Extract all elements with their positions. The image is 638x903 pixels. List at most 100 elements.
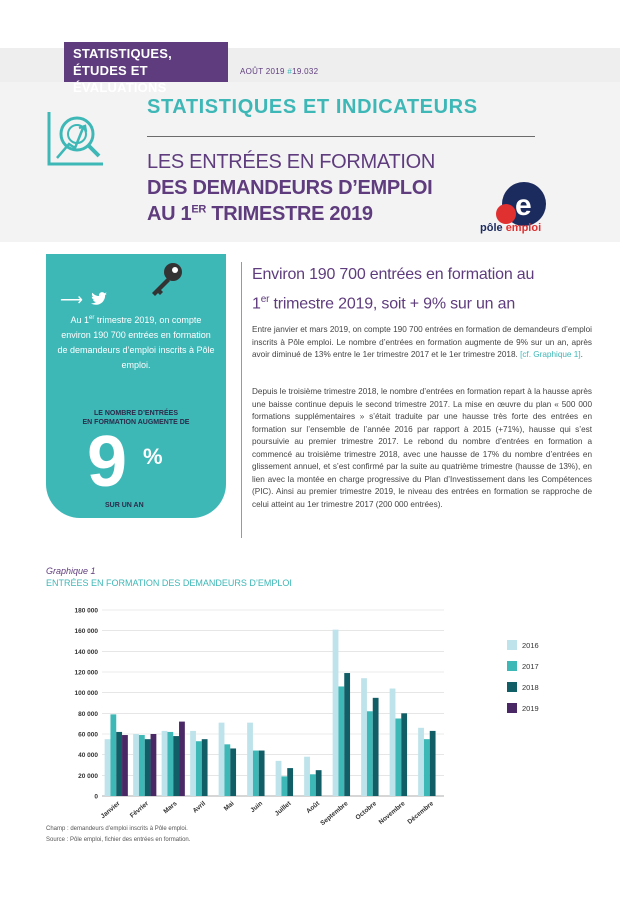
- issue-date: AOÛT 2019 #19.032: [240, 67, 318, 76]
- paragraph-1-end: .: [580, 350, 583, 359]
- bar-2018: [372, 697, 379, 796]
- bar-2017: [309, 774, 316, 796]
- x-tick-label: Septembre: [319, 800, 350, 827]
- legend-label-2016: 2016: [522, 641, 539, 650]
- subtitle-au: AU 1: [147, 203, 192, 225]
- key-figure-card: [46, 254, 226, 518]
- bar-2017: [366, 711, 373, 796]
- graph-title: ENTRÉES EN FORMATION DES DEMANDEURS D’EM…: [46, 578, 292, 588]
- bar-2017: [252, 750, 259, 796]
- subtitle-line-3: AU 1ER TRIMESTRE 2019: [147, 203, 373, 226]
- magnifier-chart-icon: [47, 112, 103, 166]
- bar-2017: [167, 731, 174, 796]
- bar-2016: [361, 678, 367, 796]
- y-tick-label: 60 000: [78, 732, 98, 739]
- card-text-au: Au 1: [70, 315, 90, 325]
- bar-2018: [116, 731, 123, 796]
- subtitle-trimestre: TRIMESTRE 2019: [206, 203, 373, 225]
- legend-label-2017: 2017: [522, 662, 539, 671]
- subtitle-line-1: LES ENTRÉES EN FORMATION: [147, 151, 436, 173]
- y-tick-label: 120 000: [75, 670, 99, 677]
- bar-2016: [133, 734, 139, 796]
- bar-2018: [144, 739, 151, 796]
- arrow-right-icon: ⟶: [60, 292, 83, 309]
- legend-label-2018: 2018: [522, 683, 539, 692]
- x-tick-label: Décembre: [406, 800, 435, 826]
- y-tick-label: 80 000: [78, 711, 98, 718]
- wordmark-emploi: emploi: [505, 222, 542, 234]
- y-tick-label: 40 000: [78, 752, 98, 759]
- key-figure-sublabel: SUR UN AN: [105, 502, 144, 509]
- lead-line-2: 1er trimestre 2019, soit + 9% sur un an: [252, 294, 515, 313]
- wordmark-pole: pôle: [480, 222, 503, 234]
- section-title: STATISTIQUES ET INDICATEURS: [147, 96, 478, 118]
- y-tick-label: 100 000: [75, 690, 99, 697]
- card-label-line-2: EN FORMATION AUGMENTE DE: [82, 419, 190, 426]
- bar-chart: 0 20 000 40 000 60 000 80 000 100 000 120 000 1…: [75, 608, 539, 828]
- bar-2016: [304, 756, 310, 796]
- bar-2017: [338, 686, 345, 796]
- y-tick-label: 0: [94, 794, 98, 801]
- lead-rest: trimestre 2019, soit + 9% sur un an: [269, 295, 516, 313]
- bar-2016: [104, 739, 111, 796]
- department-line-2: ÉTUDES ET ÉVALUATIONS: [73, 63, 167, 95]
- legend-swatch-2019: [507, 703, 517, 713]
- svg-text:e: e: [515, 189, 532, 222]
- paragraph-2: Depuis le troisième trimestre 2018, le n…: [252, 387, 592, 509]
- bar-2018: [201, 739, 208, 796]
- paragraph-1-text: Entre janvier et mars 2019, on compte 19…: [252, 325, 592, 359]
- legend-swatch-2016: [507, 640, 517, 650]
- department-badge: STATISTIQUES, ÉTUDES ET ÉVALUATIONS: [64, 42, 228, 95]
- bar-2017: [110, 714, 117, 796]
- paragraph-1: Entre janvier et mars 2019, on compte 19…: [252, 324, 592, 362]
- x-tick-label: Mars: [162, 800, 178, 815]
- chart-source-note: Source : Pôle emploi, fichier des entrée…: [46, 837, 191, 843]
- department-line-1: STATISTIQUES,: [73, 46, 172, 61]
- bar-2018: [258, 750, 265, 796]
- y-tick-label: 180 000: [75, 608, 99, 615]
- x-tick-label: Janvier: [100, 800, 122, 820]
- bar-2016: [190, 730, 196, 796]
- bar-2016: [247, 722, 253, 796]
- bar-2017: [224, 744, 231, 796]
- card-description: Au 1er trimestre 2019, on compte environ…: [56, 311, 216, 373]
- bar-2018: [173, 736, 180, 796]
- legend-label-2019: 2019: [522, 704, 539, 713]
- x-tick-label: Juillet: [274, 800, 294, 818]
- date-text: AOÛT 2019: [240, 67, 285, 76]
- bar-2018: [230, 748, 237, 796]
- card-text-body: trimestre 2019, on compte environ 190 70…: [57, 315, 215, 370]
- bar-2017: [281, 776, 288, 796]
- bar-2016: [275, 760, 282, 796]
- chart-scope-note: Champ : demandeurs d’emploi inscrits à P…: [46, 826, 188, 832]
- y-tick-label: 160 000: [75, 628, 99, 635]
- x-tick-label: Octobre: [354, 800, 378, 822]
- key-icon: [152, 263, 182, 296]
- x-tick-label: Novembre: [378, 800, 407, 826]
- subtitle-line-2: DES DEMANDEURS D’EMPLOI: [147, 177, 433, 199]
- bar-2017: [195, 741, 202, 796]
- bar-2017: [395, 718, 402, 796]
- bar-2017: [138, 735, 145, 796]
- bar-2017: [423, 739, 430, 796]
- bar-2016: [161, 730, 168, 796]
- graph-caption: Graphique 1: [46, 566, 96, 576]
- bar-2018: [344, 673, 351, 796]
- card-label-line-1: LE NOMBRE D’ENTRÉES: [93, 410, 178, 417]
- graph-reference-link[interactable]: [cf. Graphique 1]: [520, 350, 581, 359]
- twitter-icon[interactable]: [91, 292, 108, 306]
- y-tick-label: 140 000: [75, 649, 99, 656]
- x-tick-label: Mai: [223, 800, 236, 812]
- subtitle-sup: ER: [191, 203, 207, 216]
- lead-sup: er: [260, 294, 270, 305]
- bar-2019: [179, 721, 185, 796]
- bar-2018: [315, 770, 322, 796]
- column-divider: [241, 262, 242, 538]
- bar-2016: [418, 727, 424, 796]
- pole-emploi-wordmark: pôle emploi: [480, 222, 541, 234]
- bar-2018: [287, 768, 294, 796]
- bar-2016: [218, 722, 225, 796]
- x-tick-label: Avril: [192, 800, 208, 815]
- legend-swatch-2017: [507, 661, 517, 671]
- y-tick-label: 20 000: [78, 773, 98, 780]
